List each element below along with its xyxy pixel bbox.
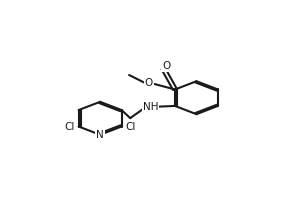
Text: O: O [162, 61, 170, 71]
Text: O: O [144, 78, 153, 88]
Text: Cl: Cl [125, 122, 136, 132]
Text: N: N [96, 130, 104, 140]
Text: NH: NH [143, 102, 159, 112]
Text: Cl: Cl [65, 122, 75, 132]
